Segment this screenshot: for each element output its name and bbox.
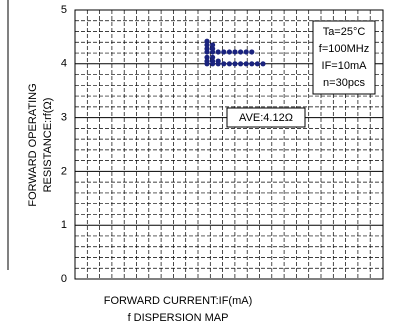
condition: IF=10mA bbox=[322, 60, 368, 72]
point bbox=[226, 49, 232, 55]
point bbox=[243, 61, 249, 67]
y-tick-label: 0 bbox=[61, 273, 67, 285]
point bbox=[210, 49, 216, 55]
condition: f=100MHz bbox=[319, 43, 369, 55]
condition: Ta=25°C bbox=[323, 26, 366, 38]
point bbox=[204, 49, 210, 55]
y-tick-label: 4 bbox=[61, 58, 67, 70]
point bbox=[232, 61, 238, 67]
y-tick-label: 1 bbox=[61, 219, 67, 231]
point bbox=[204, 38, 210, 44]
plot-frame bbox=[74, 9, 384, 280]
point bbox=[260, 61, 266, 67]
point bbox=[254, 61, 260, 67]
caption: f DISPERSION MAP bbox=[128, 312, 229, 321]
y-tick-label: 2 bbox=[61, 165, 67, 177]
point bbox=[249, 49, 255, 55]
point bbox=[204, 61, 210, 67]
point bbox=[204, 42, 210, 48]
point bbox=[243, 49, 249, 55]
y-axis-label: FORWARD OPERATING bbox=[27, 83, 39, 206]
average-box bbox=[226, 107, 306, 128]
y-tick-label: 5 bbox=[61, 4, 67, 16]
point bbox=[249, 61, 255, 67]
y-tick-label: 3 bbox=[61, 112, 67, 124]
point bbox=[210, 61, 216, 67]
point bbox=[210, 54, 216, 60]
point bbox=[238, 61, 244, 67]
point bbox=[215, 61, 221, 67]
point bbox=[232, 49, 238, 55]
condition: n=30pcs bbox=[323, 77, 365, 89]
point bbox=[221, 49, 227, 55]
y-axis-label: RESISTANCE:rf(Ω) bbox=[42, 98, 54, 193]
average-label: AVE:4.12Ω bbox=[239, 112, 293, 124]
point bbox=[204, 54, 210, 60]
point bbox=[221, 61, 227, 67]
point bbox=[226, 61, 232, 67]
point bbox=[210, 42, 216, 48]
x-axis-label: FORWARD CURRENT:IF(mA) bbox=[104, 295, 253, 307]
point bbox=[238, 49, 244, 55]
conditions-box bbox=[312, 20, 376, 95]
point bbox=[215, 49, 221, 55]
